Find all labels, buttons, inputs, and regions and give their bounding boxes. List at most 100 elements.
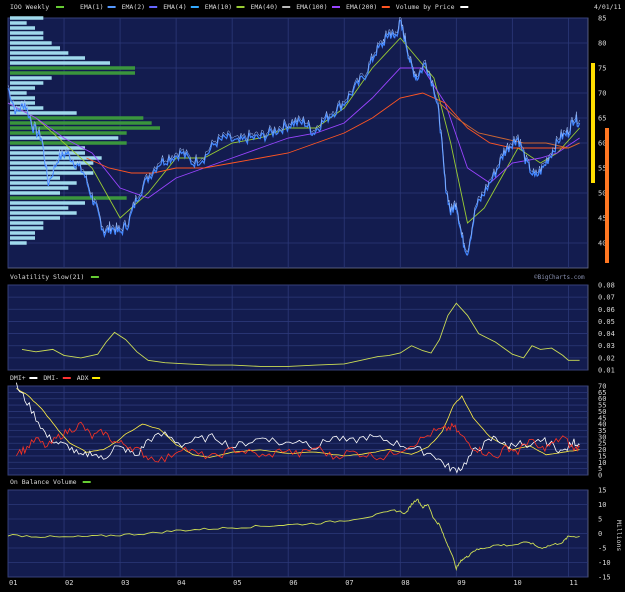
y-tick-label: 40	[598, 240, 606, 248]
x-tick-label: 01	[9, 579, 17, 587]
y-tick-label: 10	[598, 501, 606, 509]
y-tick-label: 80	[598, 40, 606, 48]
y-tick-label: 75	[598, 65, 606, 73]
ema-line	[439, 102, 580, 149]
volume-by-price-bar	[10, 146, 85, 150]
volume-by-price-bar	[10, 56, 85, 60]
volume-by-price-bar	[10, 196, 127, 200]
volume-by-price-bar	[10, 26, 35, 30]
y-tick-label: 0.01	[598, 367, 615, 375]
volume-by-price-bar	[10, 131, 127, 135]
dmi-line	[16, 388, 580, 458]
y-tick-label: 5	[598, 516, 602, 524]
volume-by-price-bar	[10, 186, 69, 190]
volume-by-price-bar	[10, 101, 35, 105]
y-tick-label: 55	[598, 165, 606, 173]
y-tick-label: 35	[598, 427, 606, 435]
volume-by-price-bar	[10, 121, 152, 125]
y-tick-label: 60	[598, 140, 606, 148]
ema-line	[86, 92, 580, 174]
volume-by-price-bar	[10, 206, 69, 210]
volume-by-price-bar	[10, 201, 85, 205]
y-tick-label: 40	[598, 421, 606, 429]
legend-label: On Balance Volume	[10, 478, 77, 486]
legend-label: EMA(4)	[163, 3, 186, 11]
price-range-bar	[591, 63, 595, 183]
y-tick-label: 0.07	[598, 294, 615, 302]
x-tick-label: 09	[457, 579, 465, 587]
volatility-line	[21, 302, 580, 367]
y-tick-label: 45	[598, 215, 606, 223]
volume-by-price-bar	[10, 36, 44, 40]
legend-label: EMA(200)	[346, 3, 377, 11]
y-tick-label: 15	[598, 452, 606, 460]
ema-line	[7, 37, 580, 224]
volume-by-price-bar	[10, 41, 52, 45]
date-label: 4/01/11	[594, 3, 621, 11]
y-axis-title: Millions	[615, 520, 623, 551]
y-tick-label: 0.08	[598, 282, 615, 290]
legend-label: EMA(40)	[251, 3, 278, 11]
y-tick-label: 20	[598, 446, 606, 454]
x-tick-label: 11	[569, 579, 577, 587]
x-tick-label: 04	[177, 579, 185, 587]
volume-by-price-bar	[10, 156, 102, 160]
x-tick-label: 07	[345, 579, 353, 587]
x-tick-label: 05	[233, 579, 241, 587]
symbol-label: IOO Weekly	[10, 3, 49, 11]
volume-by-price-bar	[10, 21, 27, 25]
y-tick-label: 0.06	[598, 306, 615, 314]
volume-by-price-bar	[10, 236, 35, 240]
y-tick-label: 50	[598, 190, 606, 198]
volume-by-price-bar	[10, 51, 69, 55]
volume-by-price-bar	[10, 171, 94, 175]
dmi-line	[16, 421, 580, 463]
volume-by-price-bar	[10, 46, 60, 50]
y-tick-label: 45	[598, 414, 606, 422]
volume-by-price-bar	[10, 166, 77, 170]
legend-label: Volume by Price	[396, 3, 455, 11]
volume-by-price-bar	[10, 216, 60, 220]
y-tick-label: -5	[598, 545, 606, 553]
y-tick-label: 70	[598, 383, 606, 391]
price-line-high	[7, 16, 580, 253]
y-tick-label: 0.04	[598, 330, 615, 338]
legend-label: EMA(100)	[296, 3, 327, 11]
ema-line	[7, 67, 580, 199]
legend-label: EMA(2)	[122, 3, 145, 11]
y-tick-label: 50	[598, 408, 606, 416]
y-tick-label: -15	[598, 574, 611, 582]
obv-line	[7, 498, 580, 572]
y-tick-label: 85	[598, 15, 606, 23]
volume-by-price-bar	[10, 16, 44, 20]
volume-by-price-bar	[10, 76, 52, 80]
volume-by-price-bar	[10, 191, 60, 195]
x-tick-label: 10	[513, 579, 521, 587]
legend-label: EMA(1)	[80, 3, 103, 11]
y-tick-label: 70	[598, 90, 606, 98]
y-tick-label: 55	[598, 402, 606, 410]
volume-by-price-bar	[10, 176, 60, 180]
y-tick-label: -10	[598, 559, 611, 567]
volume-by-price-bar	[10, 86, 35, 90]
legend-label: DMI+	[10, 374, 26, 382]
y-tick-label: 25	[598, 440, 606, 448]
y-tick-label: 0.02	[598, 354, 615, 362]
volume-by-price-bar	[10, 141, 127, 145]
volume-by-price-bar	[10, 231, 35, 235]
volume-by-price-bar	[10, 241, 27, 245]
price-range-bar	[605, 128, 609, 263]
volume-by-price-bar	[10, 111, 77, 115]
legend-label: DMI-	[43, 374, 59, 382]
legend-label: ADX	[77, 374, 89, 382]
watermark: ©BigCharts.com	[534, 274, 585, 281]
volume-by-price-bar	[10, 161, 94, 165]
volume-by-price-bar	[10, 181, 77, 185]
volume-by-price-bar	[10, 211, 77, 215]
volume-by-price-bar	[10, 81, 44, 85]
x-tick-label: 08	[401, 579, 409, 587]
volume-by-price-bar	[10, 31, 44, 35]
dmi-line	[16, 382, 580, 474]
